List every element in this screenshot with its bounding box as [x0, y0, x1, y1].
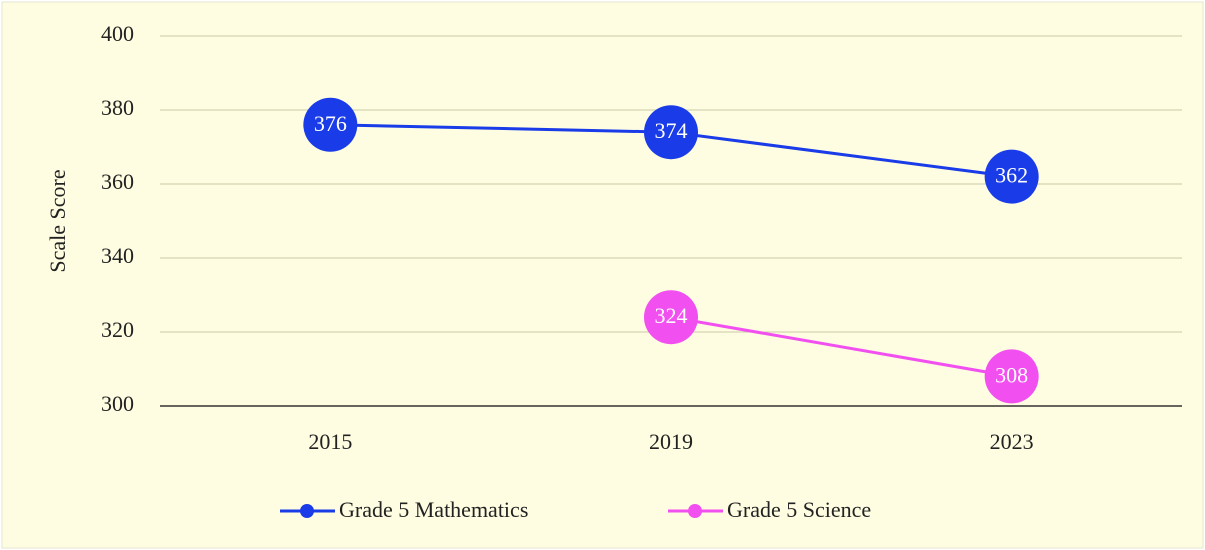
y-axis-label: Scale Score — [45, 169, 70, 272]
x-tick-label: 2015 — [308, 429, 352, 454]
data-label: 376 — [314, 111, 347, 136]
y-tick-label: 300 — [101, 391, 134, 416]
legend-label: Grade 5 Science — [727, 497, 871, 522]
data-label: 374 — [655, 118, 688, 143]
data-point — [984, 149, 1039, 204]
y-tick-label: 400 — [101, 21, 134, 46]
data-point — [644, 105, 698, 160]
data-point — [644, 290, 698, 345]
legend-marker — [688, 504, 702, 518]
y-tick-label: 340 — [101, 243, 134, 268]
data-point — [303, 97, 358, 152]
y-tick-label: 320 — [101, 317, 134, 342]
data-label: 362 — [995, 163, 1028, 188]
data-point — [984, 349, 1039, 404]
y-tick-label: 380 — [101, 95, 134, 120]
x-tick-label: 2019 — [649, 429, 693, 454]
x-tick-label: 2023 — [990, 429, 1034, 454]
data-label: 308 — [995, 362, 1028, 387]
legend-marker — [300, 504, 314, 518]
series-line — [670, 315, 1012, 378]
data-label: 324 — [655, 303, 688, 328]
legend-label: Grade 5 Mathematics — [339, 497, 528, 522]
y-tick-label: 360 — [101, 169, 134, 194]
